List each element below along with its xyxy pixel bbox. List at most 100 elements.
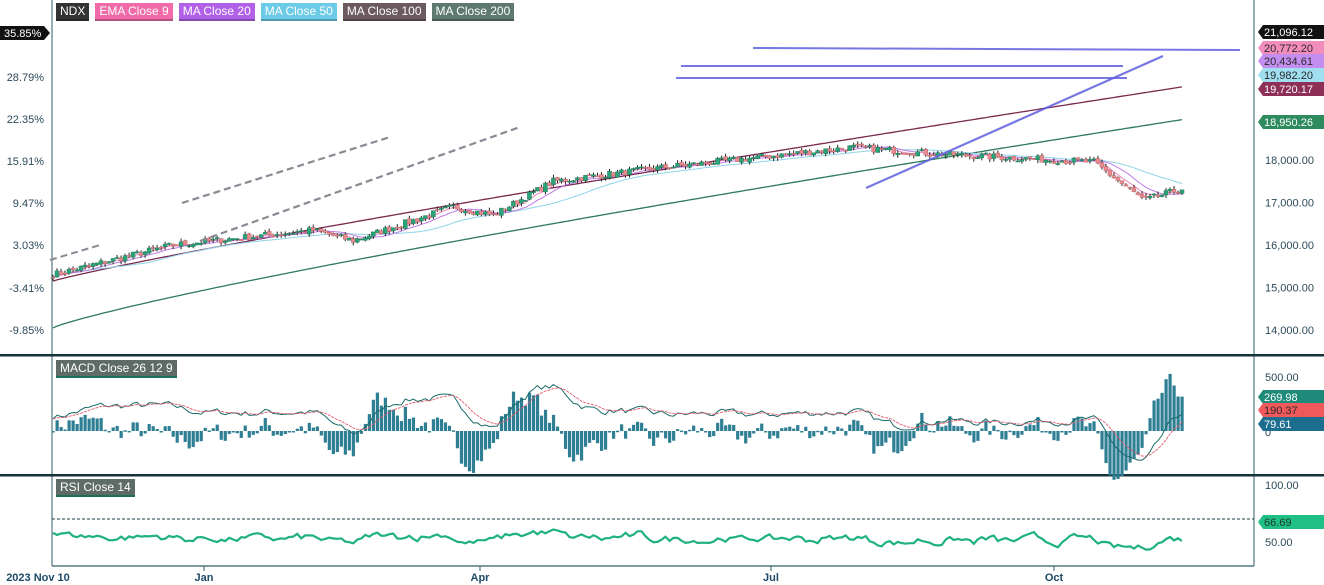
legend-item-ema-close-9[interactable]: EMA Close 9 — [95, 3, 173, 21]
candle-up — [531, 191, 536, 193]
macd-bar — [351, 431, 355, 457]
macd-bar — [900, 431, 904, 452]
legend-item-ma-close-100[interactable]: MA Close 100 — [342, 3, 426, 21]
candle-down — [238, 239, 244, 241]
candle-up — [190, 244, 196, 247]
macd-bar — [1148, 418, 1152, 431]
legend-item-ma-close-200[interactable]: MA Close 200 — [431, 3, 515, 21]
candle-up — [507, 206, 512, 212]
candle-down — [647, 166, 652, 170]
macd-bar — [732, 424, 736, 431]
candle-down — [775, 155, 780, 158]
macd-bar — [708, 431, 712, 438]
macd-bar — [147, 424, 151, 431]
candle-up — [1035, 155, 1041, 161]
macd-bar — [403, 406, 408, 431]
candle-up — [671, 166, 676, 169]
macd-tag: 269.98 — [1258, 390, 1324, 404]
candle-up — [1043, 159, 1049, 163]
candle-up — [186, 245, 192, 247]
macd-bar — [988, 431, 992, 435]
macd-bar — [832, 431, 836, 435]
macd-bar — [868, 431, 872, 435]
candle-up — [391, 227, 396, 232]
macd-bar — [331, 431, 335, 455]
candle-up — [1167, 189, 1173, 192]
macd-bar — [1100, 431, 1104, 450]
candle-up — [787, 153, 792, 155]
candle-down — [579, 177, 584, 181]
macd-bar — [315, 426, 319, 431]
candle-down — [563, 178, 568, 182]
macd-bar — [179, 431, 183, 436]
rsi-tag-bg — [1258, 515, 1324, 529]
candle-up — [631, 168, 636, 171]
macd-bar — [768, 431, 772, 439]
price-tick-label: 16,000.00 — [1265, 240, 1314, 252]
macd-bar — [455, 431, 460, 449]
legend-item-ma-close-20[interactable]: MA Close 20 — [178, 3, 255, 21]
candle-up — [54, 270, 60, 278]
macd-bar — [199, 431, 203, 442]
candle-up — [166, 242, 172, 245]
macd-tag-text: 79.61 — [1264, 419, 1292, 431]
macd-bar — [924, 424, 928, 431]
price-tag: 19,982.20 — [1258, 68, 1324, 82]
legend-item-ndx[interactable]: NDX — [56, 3, 90, 21]
macd-bar — [87, 418, 91, 431]
candle-down — [246, 233, 252, 241]
macd-bar — [892, 431, 896, 453]
macd-bar — [259, 425, 263, 431]
macd-bar — [99, 418, 103, 431]
candle-down — [1171, 189, 1177, 193]
macd-bar — [1180, 396, 1184, 431]
candle-up — [811, 152, 816, 156]
rsi-tick-label: 100.00 — [1265, 480, 1299, 492]
macd-bar — [1064, 431, 1068, 435]
macd-bar — [644, 428, 648, 431]
candle-down — [1067, 162, 1073, 164]
candle-down — [495, 213, 500, 216]
candle-up — [419, 217, 424, 222]
macd-bar — [183, 431, 187, 443]
macd-bar — [668, 431, 672, 443]
candle-up — [194, 242, 200, 246]
pct-tick-label: 9.47% — [13, 198, 44, 210]
candle-down — [310, 227, 316, 231]
macd-bar — [251, 431, 255, 435]
candle-up — [1019, 159, 1025, 162]
candle-up — [1015, 160, 1021, 163]
macd-bar — [375, 392, 379, 431]
candle-up — [991, 153, 997, 159]
price-tag: 20,772.20 — [1258, 41, 1324, 55]
macd-bar — [1032, 425, 1036, 431]
candle-down — [515, 200, 520, 205]
rsi-tick-label: 50.00 — [1265, 537, 1293, 549]
candle-up — [371, 231, 376, 237]
macd-bar — [463, 431, 468, 467]
candle-up — [1087, 159, 1093, 162]
legend-item-ma-close-50[interactable]: MA Close 50 — [260, 3, 337, 21]
macd-bar — [119, 431, 123, 438]
macd-bar — [427, 431, 432, 433]
macd-bar — [1040, 431, 1044, 433]
macd-bar — [291, 431, 295, 433]
candle-up — [258, 234, 264, 238]
macd-bar — [387, 409, 391, 431]
macd-bar — [724, 425, 728, 431]
candle-down — [491, 213, 496, 215]
macd-bar — [1104, 431, 1108, 464]
candle-down — [899, 153, 904, 155]
candle-up — [230, 238, 236, 240]
macd-bar — [1172, 385, 1176, 431]
pane-divider — [0, 354, 1324, 357]
macd-bar — [928, 430, 932, 433]
macd-bar — [664, 431, 668, 439]
macd-bar — [1072, 418, 1076, 431]
macd-bar — [1116, 431, 1120, 479]
macd-bar — [195, 431, 199, 442]
candle-up — [286, 232, 292, 235]
candle-up — [755, 155, 760, 159]
macd-bar — [339, 431, 343, 447]
